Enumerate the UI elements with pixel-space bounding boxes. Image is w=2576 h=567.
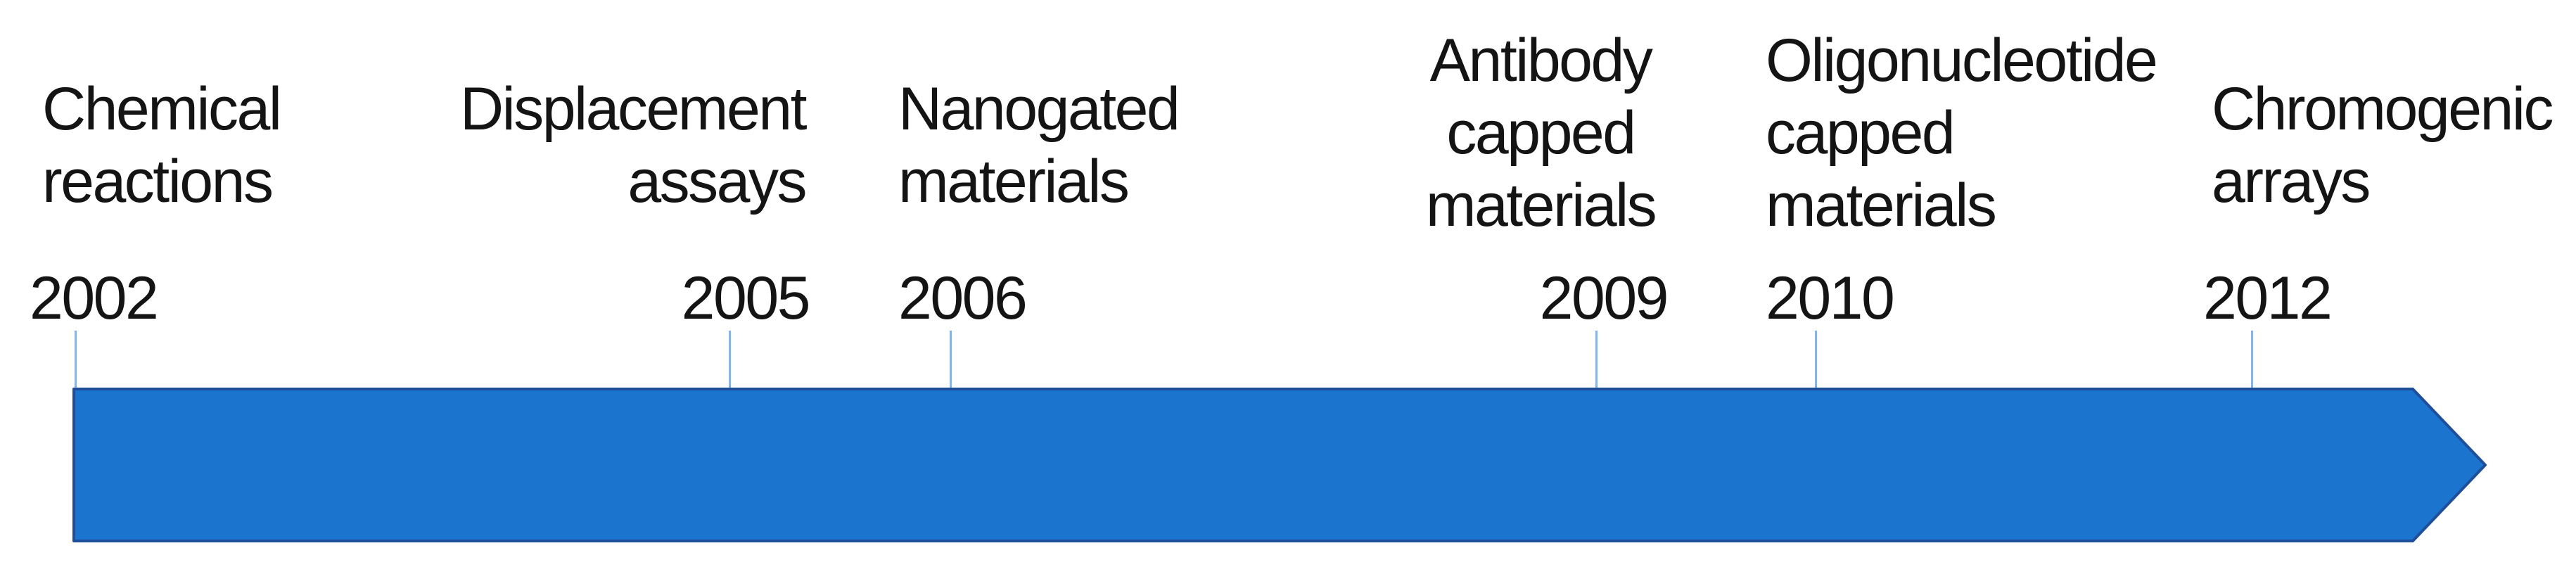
event-label-line: reactions xyxy=(42,148,274,215)
event-label-line: Displacement xyxy=(460,75,808,143)
event-label-line: materials xyxy=(1425,172,1657,239)
event-label-line: Oligonucleotide xyxy=(1766,27,2158,94)
timeline-tick xyxy=(1595,331,1598,390)
timeline-tick xyxy=(729,331,731,390)
event-label-line: Chromogenic xyxy=(2212,75,2553,143)
event-label-line: Nanogated xyxy=(898,75,1180,143)
event-label-line: arrays xyxy=(2212,148,2371,215)
event-year: 2009 xyxy=(1539,265,1669,332)
event-year: 2010 xyxy=(1766,265,1895,332)
event-year: 2006 xyxy=(898,265,1028,332)
event-label-displacement-assays: Displacement assays xyxy=(454,73,808,218)
event-label-line: capped xyxy=(1446,99,1636,167)
event-label-line: Chemical xyxy=(42,75,282,143)
timeline-tick xyxy=(2251,331,2253,390)
event-label-oligonucleotide-capped-materials: Oligonucleotide capped materials xyxy=(1766,25,2158,242)
event-label-line: materials xyxy=(1766,172,1997,239)
timeline-tick xyxy=(950,331,952,390)
timeline-tick xyxy=(75,331,77,390)
event-year: 2012 xyxy=(2203,265,2333,332)
event-label-chromogenic-arrays: Chromogenic arrays xyxy=(2212,73,2553,218)
event-label-chemical-reactions: Chemical reactions xyxy=(42,73,282,218)
event-year: 2005 xyxy=(681,265,811,332)
arrow-shape xyxy=(72,388,2487,542)
event-label-line: Antibody xyxy=(1429,27,1653,94)
event-label-antibody-capped-materials: Antibody capped materials xyxy=(1400,25,1681,242)
event-label-line: assays xyxy=(627,148,807,215)
event-year: 2002 xyxy=(30,265,159,332)
event-label-line: capped xyxy=(1766,99,1956,167)
event-label-nanogated-materials: Nanogated materials xyxy=(898,73,1180,218)
event-label-line: materials xyxy=(898,148,1130,215)
timeline-tick xyxy=(1815,331,1817,390)
timeline-arrow xyxy=(72,388,2487,542)
